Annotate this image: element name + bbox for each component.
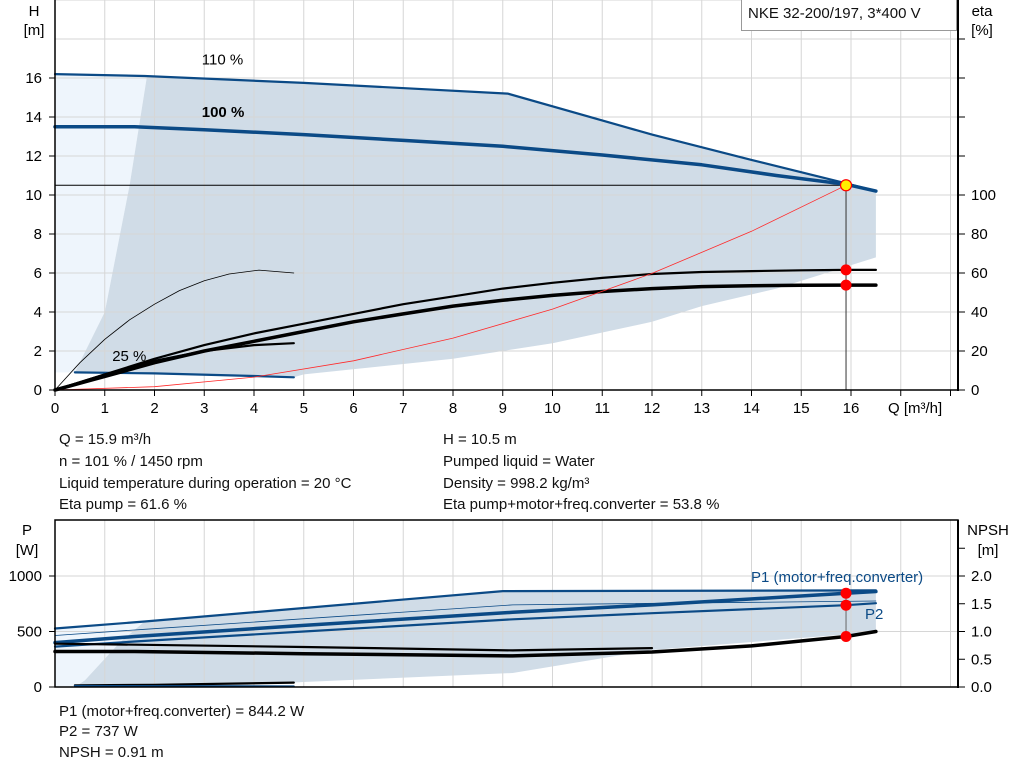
h-axis-label: H [29,3,40,20]
npsh-tick-label: 2.0 [971,568,992,585]
h-tick-label: 12 [25,148,42,165]
envelope-region [74,76,876,378]
eta-total-marker [840,279,852,291]
eta-tick-label: 100 [971,187,996,204]
eta-axis-unit: [%] [971,22,993,39]
curve-label: 25 % [112,348,146,365]
x-tick-label: 16 [843,400,860,417]
eta-tick-label: 20 [971,343,988,360]
p-tick-label: 0 [34,679,42,696]
duty-point-marker [839,179,853,192]
readout-eta-pump: Eta pump = 61.6 % [59,496,187,513]
x-tick-label: 6 [349,400,357,417]
head-curve-1 [53,72,878,193]
npsh-tick-label: 0.0 [971,679,992,696]
npsh-marker [840,630,852,642]
npsh-axis-unit: [m] [978,542,999,559]
npsh-curve-5 [53,629,878,658]
h-tick-label: 0 [34,382,42,399]
npsh-tick-label: 1.0 [971,624,992,641]
readout-eta-total: Eta pump+motor+freq.converter = 53.8 % [443,496,720,513]
readout-speed: n = 101 % / 1450 rpm [59,453,203,470]
p2-curve-label: P2 [865,606,883,623]
efficiency-curve-4 [53,268,878,392]
readout-p1: P1 (motor+freq.converter) = 844.2 W [59,703,305,720]
power-curve-0 [53,589,878,630]
readout-q: Q = 15.9 m³/h [59,431,152,448]
x-tick-label: 9 [499,400,507,417]
p1-curve-label: P1 (motor+freq.converter) [751,569,923,586]
p-axis-unit: [W] [16,542,39,559]
eta-axis-label: eta [972,3,994,20]
envelope-light-region [55,74,147,373]
x-tick-label: 14 [743,400,760,417]
p-tick-label: 500 [17,624,42,641]
x-tick-label: 8 [449,400,457,417]
x-tick-label: 15 [793,400,810,417]
npsh-tick-label: 0.5 [971,651,992,668]
x-tick-label: 7 [399,400,407,417]
x-tick-label: 2 [150,400,158,417]
readout-h: H = 10.5 m [443,431,517,448]
curve-label: 110 % [202,51,243,68]
x-tick-label: 13 [693,400,710,417]
h-axis-unit: [m] [24,22,45,39]
npsh-axis-label: NPSH [967,522,1009,539]
legend-box: NKE 32-200/197, 3*400 V [741,0,957,31]
efficiency-curve-5 [53,342,295,392]
x-axis-label: Q [m³/h] [888,400,942,417]
h-tick-label: 16 [25,70,42,87]
x-tick-label: 11 [594,400,610,417]
readout-p2: P2 = 737 W [59,723,138,740]
x-tick-label: 1 [101,400,109,417]
npsh-curve-4 [53,642,654,652]
h-tick-label: 8 [34,226,42,243]
readout-npsh: NPSH = 0.91 m [59,744,164,761]
eta-tick-label: 80 [971,226,988,243]
power-envelope-region [74,590,876,687]
eta-tick-label: 60 [971,265,988,282]
x-tick-label: 0 [51,400,59,417]
x-tick-label: 3 [200,400,208,417]
readout-density: Density = 998.2 kg/m³ [443,475,590,492]
h-tick-label: 6 [34,265,42,282]
h-tick-label: 14 [25,109,42,126]
p-tick-label: 1000 [9,568,42,585]
p-axis-label: P [22,522,32,539]
readout-temperature: Liquid temperature during operation = 20… [59,475,352,492]
x-tick-label: 12 [644,400,661,417]
h-tick-label: 4 [34,304,42,321]
head-curve-0 [53,125,878,193]
npsh-tick-label: 1.5 [971,596,992,613]
eta-tick-label: 0 [971,382,979,399]
readout-liquid: Pumped liquid = Water [443,453,595,470]
p1-marker [840,587,852,599]
efficiency-curve-6 [54,269,295,391]
eta-pump-marker [840,264,852,276]
p2-marker [840,599,852,611]
h-tick-label: 10 [25,187,42,204]
curve-label: 100 % [202,104,245,121]
x-tick-label: 4 [250,400,258,417]
h-tick-label: 2 [34,343,42,360]
x-tick-label: 5 [300,400,308,417]
x-tick-label: 10 [544,400,561,417]
eta-tick-label: 40 [971,304,988,321]
system-curve-7 [54,184,847,391]
